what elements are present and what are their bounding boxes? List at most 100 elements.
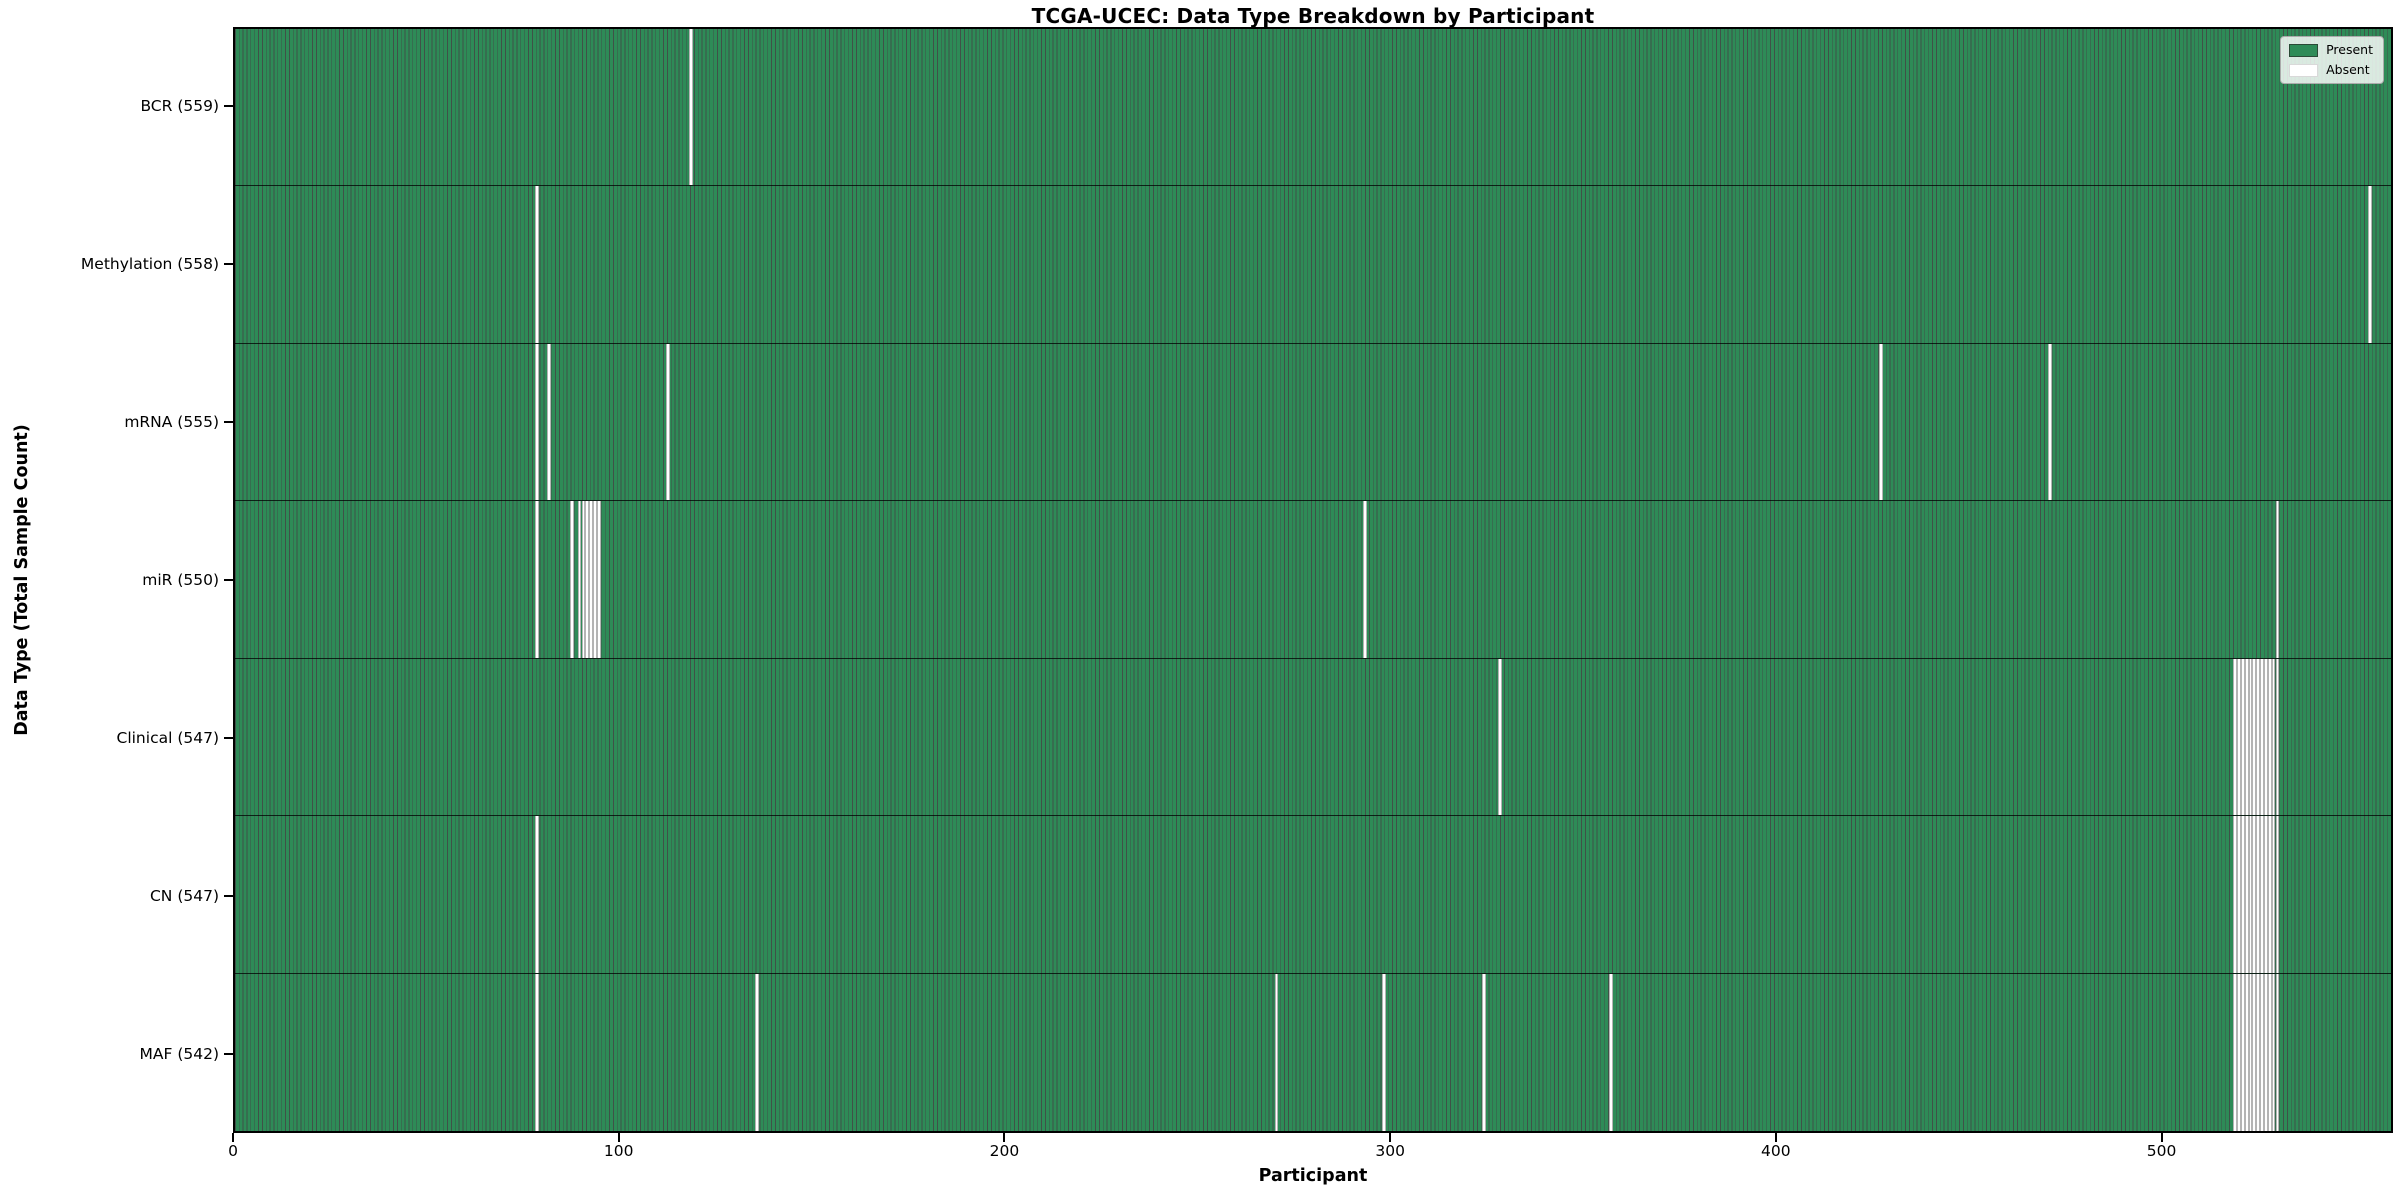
absent-bar <box>2237 973 2241 1131</box>
absent-bar <box>2275 816 2280 973</box>
absent-bar <box>2244 973 2249 1131</box>
y-tick-label-mir: miR (550) <box>142 571 219 589</box>
y-tick-mark <box>224 579 233 581</box>
absent-bar <box>2240 658 2245 816</box>
absent-bar <box>1382 973 1387 1131</box>
absent-bar <box>2256 973 2261 1131</box>
absent-swatch-icon <box>2289 63 2319 77</box>
y-tick-mark <box>224 737 233 739</box>
x-tick-label-500: 500 <box>2146 1142 2177 1160</box>
absent-bar <box>2233 816 2237 973</box>
chart-row-methylation <box>235 186 2391 344</box>
absent-bar <box>1363 501 1367 658</box>
absent-bar <box>2263 973 2268 1131</box>
x-tick-mark <box>1774 1133 1777 1142</box>
absent-bar <box>2233 973 2237 1131</box>
legend-item-present: Present <box>2289 43 2373 57</box>
chart-row-clinical <box>235 658 2391 817</box>
legend-item-absent: Absent <box>2289 63 2373 77</box>
y-tick-mark <box>224 263 233 265</box>
absent-bar <box>1609 973 1614 1131</box>
x-tick-mark <box>617 1133 620 1142</box>
chart-row-bcr <box>235 29 2391 187</box>
x-tick-label-100: 100 <box>603 1142 634 1160</box>
absent-bar <box>1878 343 1883 501</box>
absent-bar <box>535 973 540 1131</box>
legend: Present Absent <box>2280 36 2384 84</box>
absent-bar <box>2233 658 2237 816</box>
y-tick-label-bcr: BCR (559) <box>140 97 219 115</box>
x-tick-mark <box>1389 1133 1392 1142</box>
absent-bar <box>2244 658 2249 816</box>
legend-absent-label: Absent <box>2326 62 2370 77</box>
chart-row-mrna <box>235 343 2391 502</box>
absent-bar <box>2267 658 2272 816</box>
absent-bar <box>2263 658 2268 816</box>
x-tick-label-0: 0 <box>228 1142 238 1160</box>
absent-bar <box>593 501 597 658</box>
absent-bar <box>2248 816 2253 973</box>
y-tick-mark <box>224 1053 233 1055</box>
absent-bar <box>2252 658 2257 816</box>
absent-bar <box>577 501 582 658</box>
x-tick-mark <box>1003 1133 1006 1142</box>
absent-bar <box>2260 973 2264 1131</box>
chart-title: TCGA-UCEC: Data Type Breakdown by Partic… <box>1031 4 1595 28</box>
absent-bar <box>689 29 694 186</box>
absent-bar <box>569 501 574 658</box>
absent-bar <box>1497 658 1502 816</box>
absent-bar <box>2263 816 2268 973</box>
absent-bar <box>2256 816 2261 973</box>
y-tick-mark <box>224 895 233 897</box>
absent-bar <box>589 501 594 658</box>
absent-bar <box>2271 816 2276 973</box>
absent-bar <box>535 186 540 343</box>
chart-row-mir <box>235 501 2391 659</box>
absent-bar <box>2237 816 2241 973</box>
absent-bar <box>2275 973 2280 1131</box>
absent-bar <box>596 501 601 658</box>
absent-bar <box>2256 658 2261 816</box>
y-tick-label-maf: MAF (542) <box>139 1045 220 1063</box>
absent-bar <box>2271 658 2276 816</box>
y-tick-mark <box>224 421 233 423</box>
plot-area: Present Absent <box>233 27 2393 1133</box>
x-tick-label-300: 300 <box>1375 1142 1405 1160</box>
absent-bar <box>2267 973 2272 1131</box>
legend-present-label: Present <box>2326 42 2373 57</box>
absent-bar <box>546 343 551 501</box>
absent-bar <box>2240 816 2245 973</box>
absent-bar <box>2248 973 2253 1131</box>
y-tick-mark <box>224 105 233 107</box>
absent-bar <box>2240 973 2245 1131</box>
x-axis-label: Participant <box>1258 1166 1368 1186</box>
absent-bar <box>535 816 540 973</box>
absent-bar <box>535 501 540 658</box>
absent-bar <box>754 973 759 1131</box>
absent-bar <box>2275 501 2280 658</box>
present-swatch-icon <box>2289 43 2319 57</box>
absent-bar <box>581 501 586 658</box>
absent-bar <box>2248 658 2253 816</box>
x-tick-label-200: 200 <box>989 1142 1020 1160</box>
y-tick-label-cn: CN (547) <box>149 887 219 905</box>
absent-bar <box>2252 973 2257 1131</box>
y-tick-label-methylation: Methylation (558) <box>80 255 219 273</box>
x-tick-mark <box>232 1133 234 1142</box>
y-tick-label-clinical: Clinical (547) <box>116 729 220 747</box>
absent-bar <box>2048 343 2053 501</box>
absent-bar <box>585 501 590 658</box>
absent-bar <box>2267 816 2272 973</box>
chart-row-cn <box>235 816 2391 974</box>
chart-row-maf <box>235 973 2391 1131</box>
absent-bar <box>2244 816 2249 973</box>
absent-bar <box>1482 973 1487 1131</box>
absent-bar <box>2367 186 2372 343</box>
absent-bar <box>2271 973 2276 1131</box>
absent-bar <box>2260 658 2264 816</box>
absent-bar <box>2237 658 2241 816</box>
absent-bar <box>666 343 671 501</box>
absent-bar <box>535 343 540 501</box>
absent-bar <box>2275 658 2280 816</box>
